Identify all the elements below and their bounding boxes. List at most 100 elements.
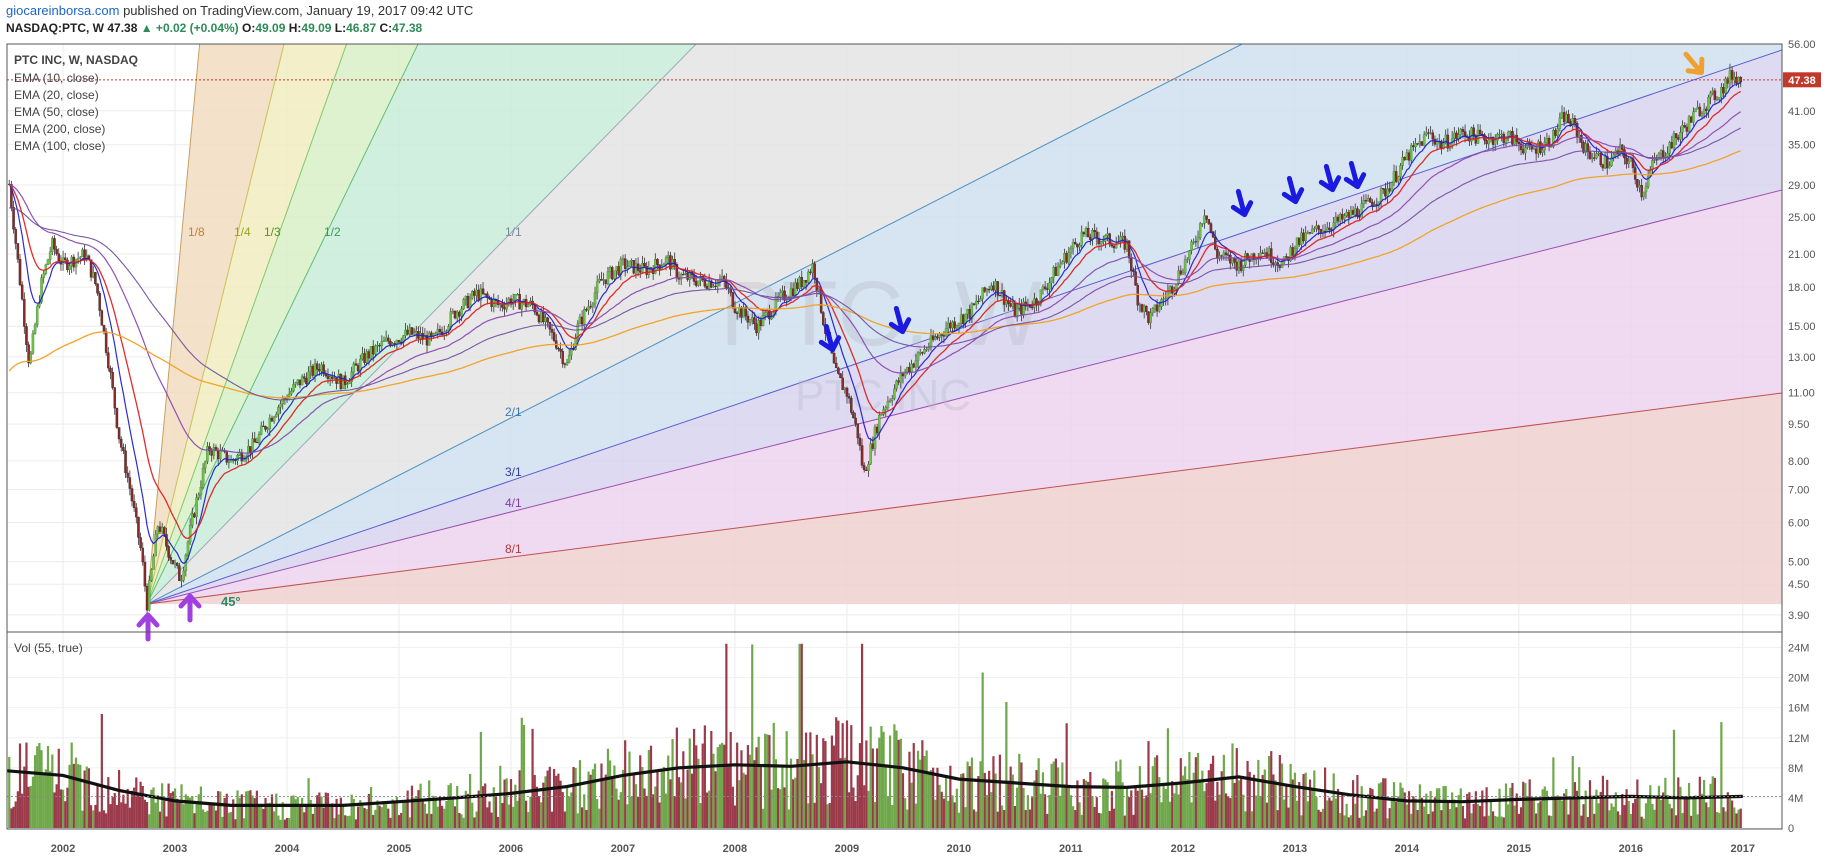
volume-bar <box>46 746 50 828</box>
volume-bar <box>759 766 762 828</box>
candle-body <box>29 352 33 364</box>
volume-bar <box>1713 777 1716 828</box>
x-tick-2005: 2005 <box>387 843 411 855</box>
volume-bar <box>1345 803 1348 828</box>
candle-body <box>1724 78 1727 94</box>
ema-100-line <box>9 127 1741 401</box>
candle-body <box>1093 230 1096 232</box>
volume-legend[interactable]: Vol (55, true) <box>14 641 83 655</box>
volume-bar <box>1084 780 1088 828</box>
candle-body <box>309 366 312 373</box>
volume-bar <box>792 779 795 828</box>
volume-bar <box>1257 759 1260 828</box>
volume-bar <box>264 797 267 828</box>
legend-ema-50[interactable]: EMA (50, close) <box>14 105 99 119</box>
volume-bar <box>656 769 659 828</box>
legend-ema-10[interactable]: EMA (10, close) <box>14 71 99 85</box>
volume-bar <box>1440 810 1443 828</box>
candle-body <box>897 380 900 383</box>
volume-bar <box>1647 796 1650 828</box>
candle-body <box>1651 160 1654 170</box>
volume-bar <box>1601 775 1605 828</box>
volume-bar <box>1425 793 1428 828</box>
candle-body <box>974 300 978 305</box>
volume-bar <box>942 798 946 828</box>
volume-bar <box>1289 763 1292 828</box>
candle-body <box>563 363 567 365</box>
site-link[interactable]: giocareinborsa.com <box>6 3 120 18</box>
volume-bar <box>968 766 971 828</box>
legend-ema-20[interactable]: EMA (20, close) <box>14 88 99 102</box>
candle-body <box>1278 265 1282 268</box>
candle-body <box>899 372 903 383</box>
volume-bar <box>124 803 127 828</box>
volume-bar <box>731 786 734 828</box>
volume-bars[interactable] <box>7 643 1782 828</box>
candle-body <box>1022 301 1025 315</box>
candle-body <box>1709 92 1712 98</box>
volume-bar <box>723 744 726 828</box>
volume-bar <box>466 793 470 828</box>
volume-bar <box>1662 792 1665 828</box>
volume-bar <box>1349 815 1353 828</box>
volume-bar <box>852 787 855 828</box>
candle-body <box>315 363 319 370</box>
candle-body <box>817 288 821 291</box>
volume-bar <box>348 815 351 828</box>
volume-bar <box>966 761 969 828</box>
candle-body <box>1304 232 1307 242</box>
volume-bar <box>171 791 175 828</box>
legend-ema-100[interactable]: EMA (100, close) <box>14 139 105 153</box>
blue-arrow-2 <box>1230 188 1254 218</box>
volume-bar <box>1089 771 1092 828</box>
volume-bar <box>100 713 103 828</box>
candle-body <box>212 447 216 456</box>
volume-bar <box>1227 796 1230 828</box>
candle-body <box>1715 99 1719 101</box>
candle-body <box>1653 159 1656 161</box>
volume-bar <box>1479 805 1482 828</box>
candle-body <box>888 400 892 402</box>
volume-bar <box>1414 798 1417 828</box>
candle-body <box>1194 241 1198 243</box>
volume-bar <box>169 793 172 828</box>
volume-bar <box>410 785 414 828</box>
candle-body <box>1069 247 1073 253</box>
volume-bar <box>557 773 560 828</box>
candle-body <box>128 477 132 489</box>
candle-body <box>918 352 922 354</box>
candle-body <box>595 281 599 293</box>
volume-bar <box>1410 813 1413 828</box>
volume-bar <box>985 794 989 828</box>
volume-bar <box>1063 784 1066 828</box>
volume-bar <box>697 758 700 828</box>
volume-bar <box>133 787 136 828</box>
volume-bar <box>658 802 661 828</box>
vol-tick-12M: 12M <box>1788 733 1809 745</box>
candle-body <box>664 257 668 265</box>
volume-bar <box>1319 811 1322 828</box>
volume-bar <box>1313 770 1316 828</box>
volume-bar <box>708 790 711 828</box>
volume-bar <box>951 795 954 828</box>
volume-bar <box>309 799 312 828</box>
volume-bar <box>1535 813 1538 828</box>
fan-label-8-1: 8/1 <box>505 542 522 556</box>
volume-bar <box>214 810 218 828</box>
volume-bar <box>1722 807 1725 828</box>
volume-bar <box>1143 798 1146 828</box>
candle-body <box>946 322 950 329</box>
legend-ema-200[interactable]: EMA (200, close) <box>14 122 105 136</box>
candle-body <box>79 256 82 259</box>
price-chart[interactable]: PTC, W PTC INC 1/8 1/4 1/3 1/2 1/12/13/14/18… <box>0 40 1824 866</box>
volume-bar <box>1212 755 1215 828</box>
candle-body <box>955 325 959 329</box>
volume-bar <box>1347 817 1350 828</box>
candle-body <box>1524 147 1527 154</box>
volume-bar <box>449 783 452 828</box>
candle-body <box>1084 227 1088 235</box>
candle-body <box>1601 164 1605 169</box>
volume-bar <box>1050 763 1053 828</box>
volume-bar <box>1657 785 1660 828</box>
volume-bar <box>1530 797 1533 828</box>
